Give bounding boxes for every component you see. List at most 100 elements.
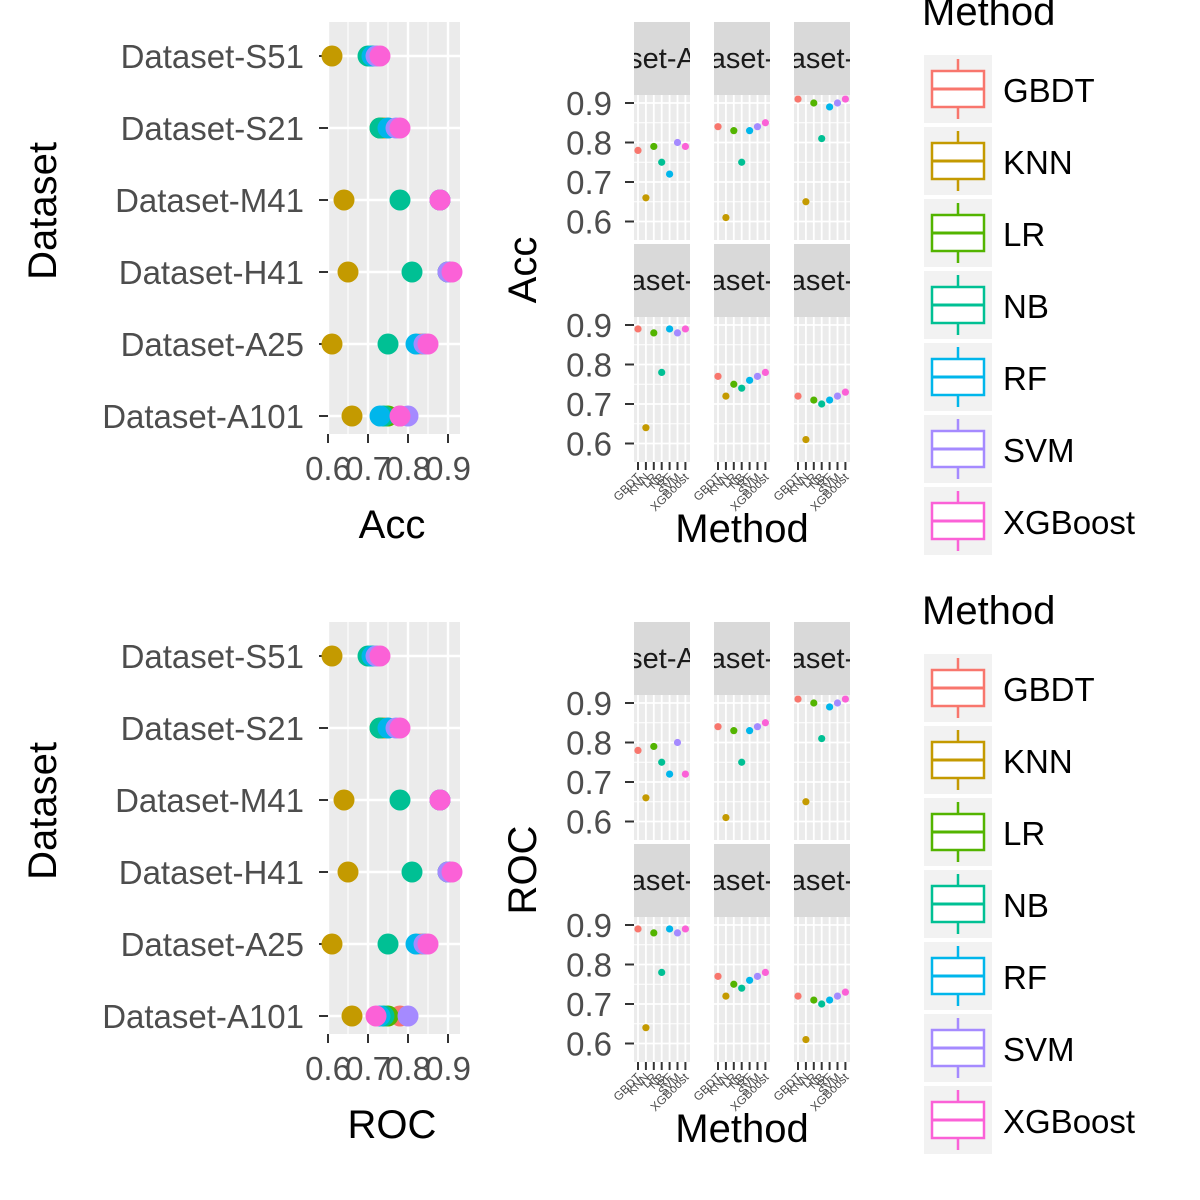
facet-strip-label: aset- <box>630 865 694 897</box>
point-xgboost <box>429 789 451 811</box>
point-knn <box>802 798 810 806</box>
facet-strip <box>714 844 770 917</box>
facet-strip-label: set-A <box>628 43 696 75</box>
dot-acc-panel: Dataset-S51 Dataset-S21 Dataset-M41 Dataset… <box>21 22 471 547</box>
y-tick-label: Dataset-A25 <box>121 326 304 363</box>
point-rf <box>746 127 754 135</box>
y-tick-label: Dataset-S21 <box>121 710 304 747</box>
y-tick-label: Dataset-A25 <box>121 926 304 963</box>
point-svm <box>833 392 842 400</box>
x-tick-label: 0.6 <box>305 450 351 487</box>
y-axis-title: Dataset <box>21 742 65 880</box>
point-rf <box>666 325 674 333</box>
point-svm <box>753 123 762 131</box>
point-rf <box>826 703 834 711</box>
facet-strip-label: aset- <box>710 865 774 897</box>
point-svm <box>833 99 842 107</box>
point-knn <box>321 333 343 355</box>
point-xgboost <box>681 142 690 151</box>
point-gbdt <box>794 392 802 400</box>
point-nb <box>377 333 399 355</box>
point-xgboost <box>417 933 439 955</box>
facet-strip <box>634 244 690 317</box>
point-gbdt <box>634 925 642 933</box>
y-tick-label: Dataset-S21 <box>121 110 304 147</box>
y-tick-label: 0.7 <box>566 764 612 801</box>
panel-background <box>328 22 460 434</box>
point-xgboost <box>365 1005 387 1027</box>
facet-strip <box>794 22 850 95</box>
point-lr <box>810 699 818 707</box>
point-nb <box>389 189 411 211</box>
point-svm <box>753 972 762 980</box>
point-knn <box>802 198 810 206</box>
point-knn <box>321 933 343 955</box>
point-gbdt <box>794 992 802 1000</box>
y-axis-title: ROC <box>501 826 545 915</box>
point-nb <box>401 261 423 283</box>
y-tick-label: Dataset-A101 <box>102 398 304 435</box>
y-tick-label: Dataset-H41 <box>119 254 304 291</box>
point-nb <box>658 758 666 766</box>
point-lr <box>650 929 658 937</box>
point-knn <box>642 194 650 202</box>
point-knn <box>642 794 650 802</box>
legend-item-label: LR <box>1003 216 1045 253</box>
point-rf <box>826 103 834 111</box>
point-nb <box>738 984 746 992</box>
point-knn <box>642 1024 650 1032</box>
facet-roc-facets: set-A0.90.80.70.6aset-aset-aset-GBDTKNNL… <box>501 622 854 1151</box>
point-svm <box>397 1005 419 1027</box>
point-svm <box>833 699 842 707</box>
point-nb <box>658 368 666 376</box>
facet-strip <box>714 622 770 695</box>
point-xgboost <box>681 770 690 778</box>
point-svm <box>673 738 682 747</box>
y-tick-label: Dataset-M41 <box>115 182 304 219</box>
facet-strip <box>634 844 690 917</box>
legend-item-label: GBDT <box>1003 671 1095 708</box>
legend-item-label: GBDT <box>1003 72 1095 109</box>
point-rf <box>826 396 834 404</box>
legend-item-label: LR <box>1003 815 1045 852</box>
point-knn <box>642 424 650 432</box>
y-tick-label: 0.8 <box>566 125 612 162</box>
point-rf <box>746 976 754 984</box>
point-nb <box>377 933 399 955</box>
point-nb <box>658 158 666 166</box>
point-gbdt <box>794 695 802 703</box>
point-xgboost <box>841 388 850 396</box>
facet-acc-facets: set-A0.90.80.70.6aset-aset-aset-GBDTKNNL… <box>501 22 852 551</box>
point-svm <box>673 929 682 937</box>
point-xgboost <box>841 95 850 103</box>
y-tick-label: 0.9 <box>566 907 612 944</box>
legend-item-label: KNN <box>1003 144 1073 181</box>
point-svm <box>753 723 762 731</box>
point-rf <box>666 170 674 178</box>
y-tick-label: 0.7 <box>566 386 612 423</box>
point-lr <box>650 742 658 751</box>
y-tick-label: 0.6 <box>566 426 612 463</box>
point-xgboost <box>369 45 391 67</box>
y-tick-label: Dataset-A101 <box>102 998 304 1035</box>
point-lr <box>730 727 738 735</box>
x-axis-title: Acc <box>359 503 426 547</box>
point-knn <box>337 861 359 883</box>
facet-strip-label: aset- <box>790 643 854 675</box>
facet-strip-label: aset- <box>710 643 774 675</box>
legend-item-label: KNN <box>1003 743 1073 780</box>
point-xgboost <box>841 695 850 703</box>
point-nb <box>738 758 746 766</box>
facet-strip-label: set-A <box>628 643 696 675</box>
point-xgboost <box>441 861 463 883</box>
point-knn <box>802 435 810 444</box>
point-rf <box>666 925 674 933</box>
point-knn <box>722 213 730 222</box>
facet-strip-label: aset- <box>790 865 854 897</box>
y-tick-label: Dataset-S51 <box>121 38 304 75</box>
point-knn <box>722 392 730 400</box>
point-gbdt <box>714 723 722 731</box>
facet-strip <box>634 622 690 695</box>
point-lr <box>730 127 738 135</box>
point-lr <box>810 99 818 107</box>
